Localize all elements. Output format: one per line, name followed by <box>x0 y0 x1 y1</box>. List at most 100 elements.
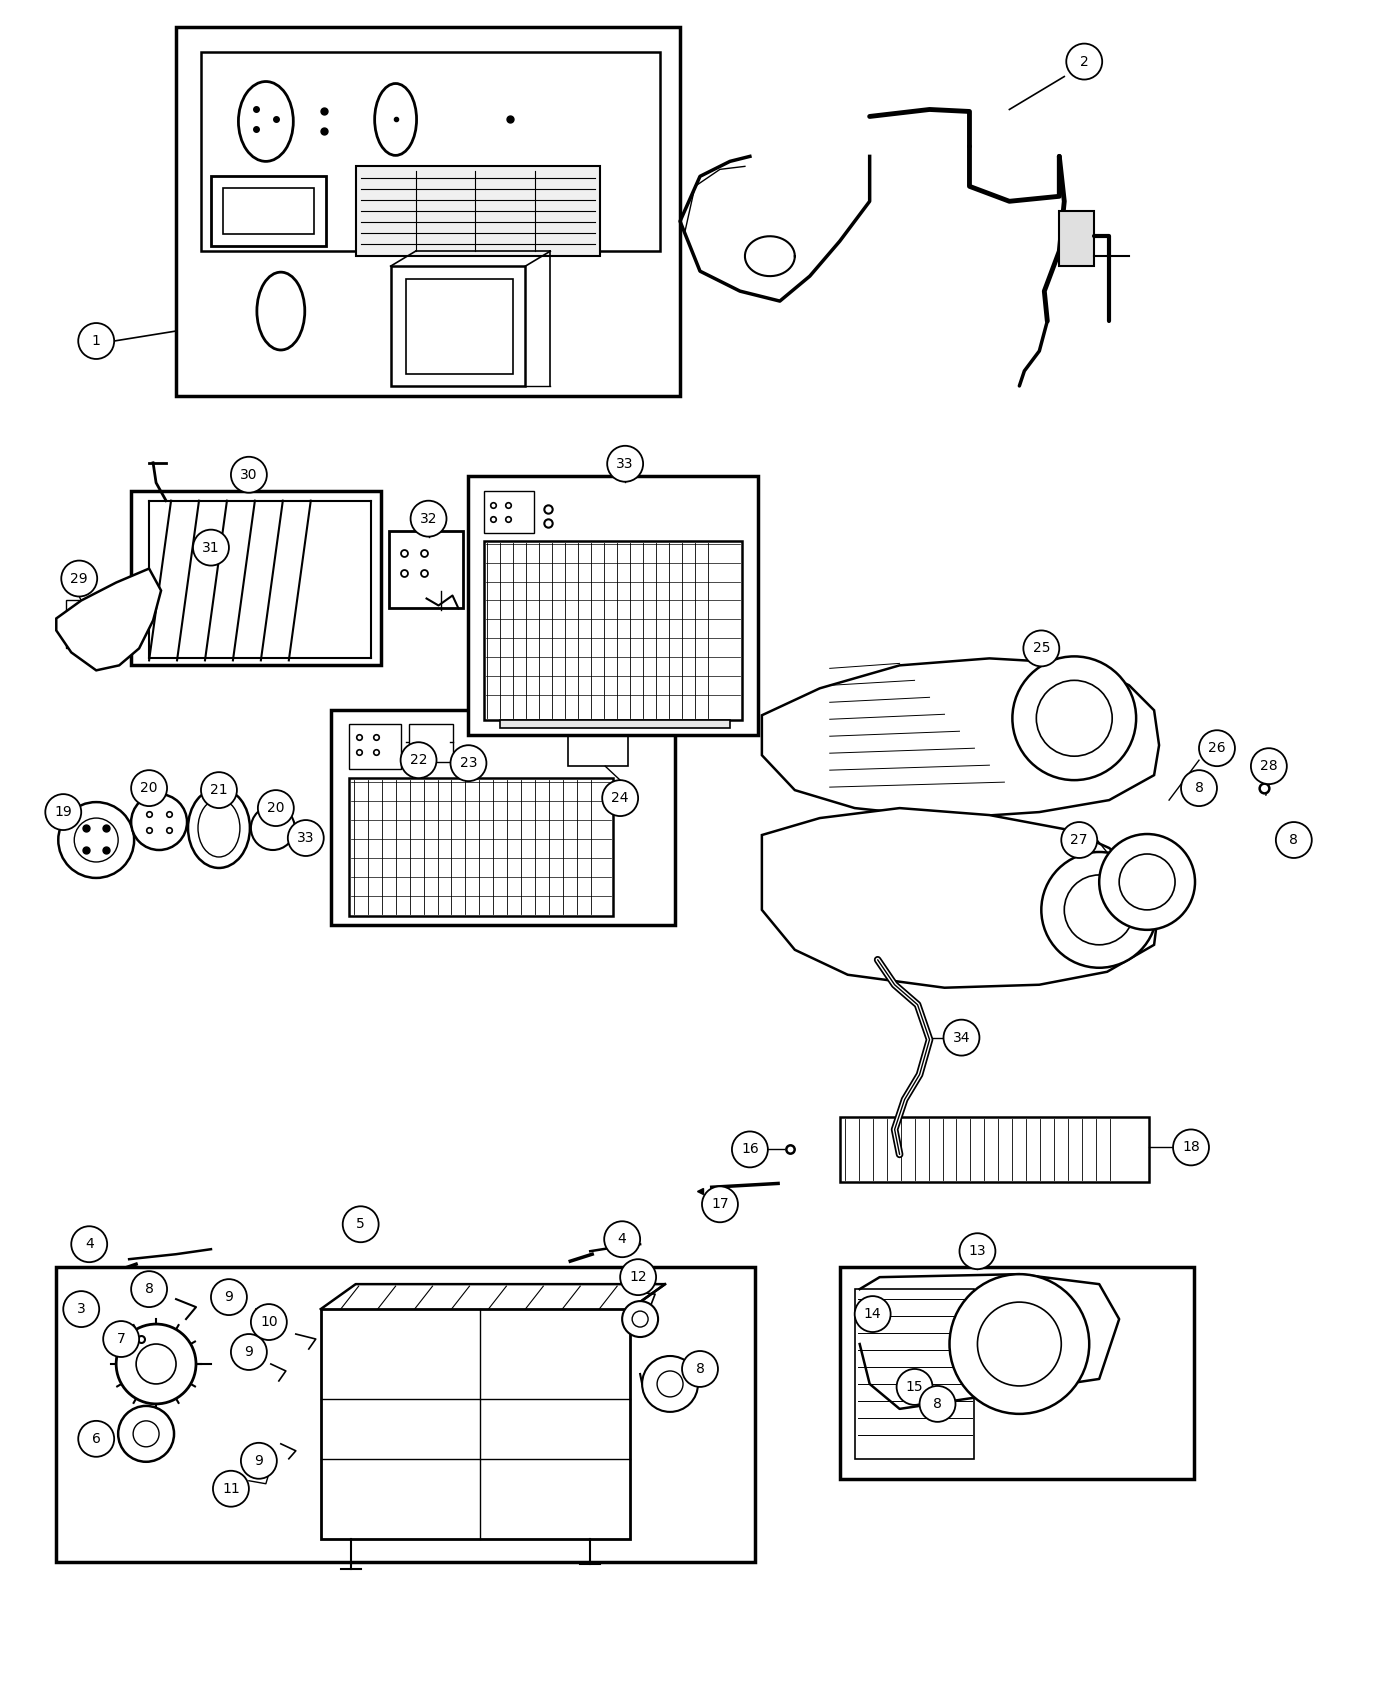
Circle shape <box>944 1020 980 1056</box>
Text: 2: 2 <box>1079 54 1089 68</box>
Text: 31: 31 <box>202 541 220 554</box>
Bar <box>484 541 742 721</box>
Text: 20: 20 <box>267 801 284 814</box>
Circle shape <box>602 780 638 816</box>
Circle shape <box>202 772 237 808</box>
Text: 6: 6 <box>92 1431 101 1445</box>
Circle shape <box>400 743 437 779</box>
Text: 33: 33 <box>616 457 634 471</box>
Bar <box>1060 211 1095 267</box>
Circle shape <box>231 1334 267 1370</box>
Circle shape <box>78 1421 115 1457</box>
Text: 14: 14 <box>864 1307 882 1321</box>
Text: 9: 9 <box>255 1454 263 1467</box>
Circle shape <box>1023 631 1060 666</box>
Text: 9: 9 <box>245 1345 253 1358</box>
Text: 5: 5 <box>356 1217 365 1231</box>
Circle shape <box>608 445 643 481</box>
Bar <box>176 27 680 396</box>
Text: 4: 4 <box>85 1238 94 1251</box>
Circle shape <box>1182 770 1217 806</box>
Polygon shape <box>56 568 161 670</box>
Text: 23: 23 <box>459 756 477 770</box>
Circle shape <box>62 561 97 597</box>
Bar <box>356 167 601 257</box>
Circle shape <box>682 1352 718 1387</box>
Text: 8: 8 <box>1289 833 1298 847</box>
Text: 25: 25 <box>1033 641 1050 656</box>
Text: 22: 22 <box>410 753 427 767</box>
Text: 17: 17 <box>711 1197 729 1212</box>
Circle shape <box>620 1260 657 1295</box>
Bar <box>391 267 525 386</box>
Circle shape <box>118 1406 174 1462</box>
Text: 32: 32 <box>420 512 437 525</box>
Circle shape <box>1036 680 1112 756</box>
Text: 21: 21 <box>210 784 228 797</box>
Text: 15: 15 <box>906 1380 924 1394</box>
Ellipse shape <box>188 789 249 869</box>
Bar <box>66 600 141 648</box>
Text: 27: 27 <box>1071 833 1088 847</box>
Circle shape <box>1198 731 1235 767</box>
Circle shape <box>1042 852 1156 967</box>
Circle shape <box>1012 656 1137 780</box>
Circle shape <box>104 1321 139 1357</box>
Circle shape <box>45 794 81 830</box>
Circle shape <box>1119 853 1175 910</box>
Bar <box>500 721 729 728</box>
Circle shape <box>288 819 323 857</box>
Bar <box>854 1289 974 1459</box>
Circle shape <box>643 1357 699 1413</box>
Circle shape <box>231 457 267 493</box>
Text: 3: 3 <box>77 1302 85 1316</box>
Circle shape <box>211 1278 246 1316</box>
Circle shape <box>854 1295 890 1333</box>
Bar <box>469 476 757 734</box>
Circle shape <box>605 1221 640 1258</box>
Circle shape <box>1173 1129 1210 1166</box>
Text: 12: 12 <box>630 1270 647 1284</box>
Text: 26: 26 <box>1208 741 1226 755</box>
Circle shape <box>959 1232 995 1270</box>
Bar <box>568 719 629 767</box>
Text: 18: 18 <box>1182 1141 1200 1154</box>
Circle shape <box>410 502 447 537</box>
Polygon shape <box>762 658 1159 818</box>
Polygon shape <box>762 808 1159 988</box>
Circle shape <box>949 1275 1089 1414</box>
Circle shape <box>78 323 115 359</box>
Text: 34: 34 <box>953 1030 970 1044</box>
Circle shape <box>1252 748 1287 784</box>
Circle shape <box>71 1226 108 1261</box>
Bar <box>484 491 535 532</box>
Bar <box>349 779 613 916</box>
Text: 8: 8 <box>932 1397 942 1411</box>
Text: 8: 8 <box>144 1282 154 1295</box>
Circle shape <box>977 1302 1061 1386</box>
Circle shape <box>1099 835 1196 930</box>
Text: 16: 16 <box>741 1142 759 1156</box>
Circle shape <box>241 1443 277 1479</box>
Text: 4: 4 <box>617 1232 627 1246</box>
Text: 11: 11 <box>223 1482 239 1496</box>
Circle shape <box>59 802 134 877</box>
Circle shape <box>132 794 188 850</box>
Ellipse shape <box>581 729 609 751</box>
Circle shape <box>451 745 486 780</box>
Circle shape <box>132 1272 167 1307</box>
Bar <box>409 724 454 762</box>
Text: 24: 24 <box>612 790 629 806</box>
Circle shape <box>896 1368 932 1404</box>
Circle shape <box>251 806 295 850</box>
Bar <box>330 711 675 925</box>
Circle shape <box>132 770 167 806</box>
Text: 9: 9 <box>224 1290 234 1304</box>
Text: 30: 30 <box>241 468 258 481</box>
Text: 10: 10 <box>260 1316 277 1329</box>
Bar <box>840 1266 1194 1479</box>
Text: 8: 8 <box>1194 780 1204 796</box>
Text: 13: 13 <box>969 1244 986 1258</box>
Bar <box>202 51 659 252</box>
Circle shape <box>63 1290 99 1328</box>
